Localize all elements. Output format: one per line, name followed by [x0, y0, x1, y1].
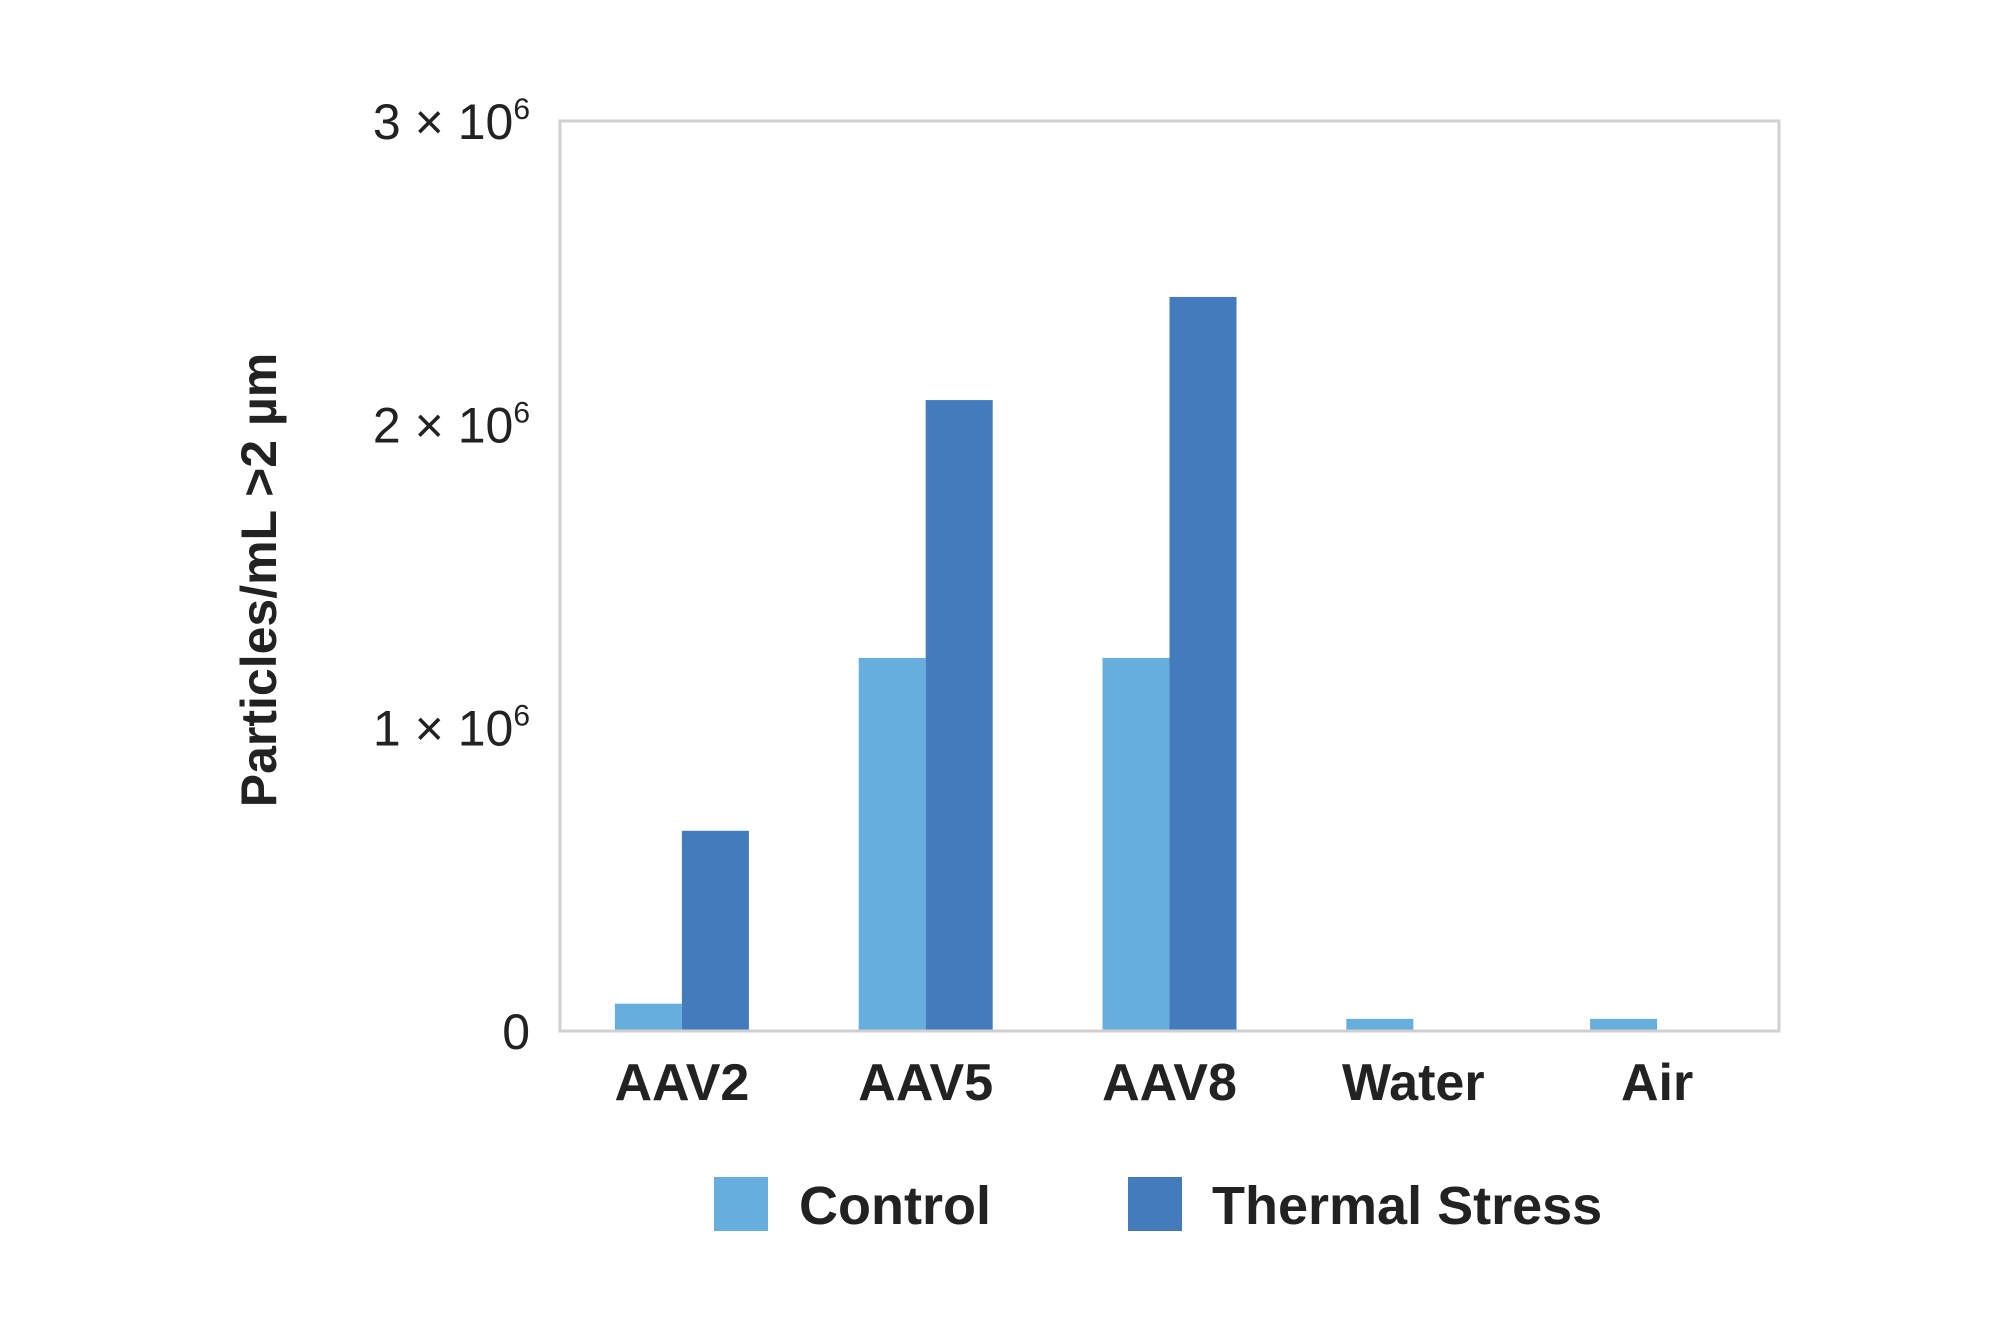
y-tick-label: 1 × 106	[373, 700, 530, 757]
bar-control-water	[1346, 1018, 1414, 1031]
legend-label-control: Control	[799, 1176, 991, 1236]
legend-swatch-thermal-stress	[1128, 1177, 1182, 1231]
x-tick-label: Air	[1621, 1054, 1693, 1112]
bar-control-aav8	[1102, 657, 1170, 1031]
x-tick-label: AAV8	[1102, 1054, 1237, 1112]
x-tick-labels: AAV2 AAV5 AAV8 Water Air	[614, 1054, 1693, 1112]
bar-control-aav2	[614, 1003, 682, 1031]
bar-control-aav5	[858, 657, 926, 1031]
y-axis-label: Particles/mL >2 µm	[231, 353, 287, 808]
x-tick-label: Water	[1342, 1054, 1485, 1112]
bars-layer	[614, 296, 1658, 1032]
bar-thermal-stress-aav8	[1169, 296, 1237, 1031]
legend-label-thermal-stress: Thermal Stress	[1212, 1176, 1602, 1236]
y-tick-label: 3 × 106	[373, 93, 530, 150]
x-tick-label: AAV5	[858, 1054, 993, 1112]
y-tick-label: 2 × 106	[373, 396, 530, 453]
y-tick-label: 0	[502, 1004, 530, 1060]
bar-thermal-stress-aav2	[681, 830, 749, 1031]
plot-frame	[558, 119, 1781, 1033]
bar-control-air	[1590, 1018, 1658, 1031]
bar-thermal-stress-aav5	[925, 400, 993, 1032]
y-tick-labels: 0 1 × 106 2 × 106 3 × 106	[373, 93, 530, 1060]
legend-swatch-control	[714, 1177, 768, 1231]
legend: Control Thermal Stress	[714, 1176, 1602, 1236]
x-tick-label: AAV2	[614, 1054, 749, 1112]
